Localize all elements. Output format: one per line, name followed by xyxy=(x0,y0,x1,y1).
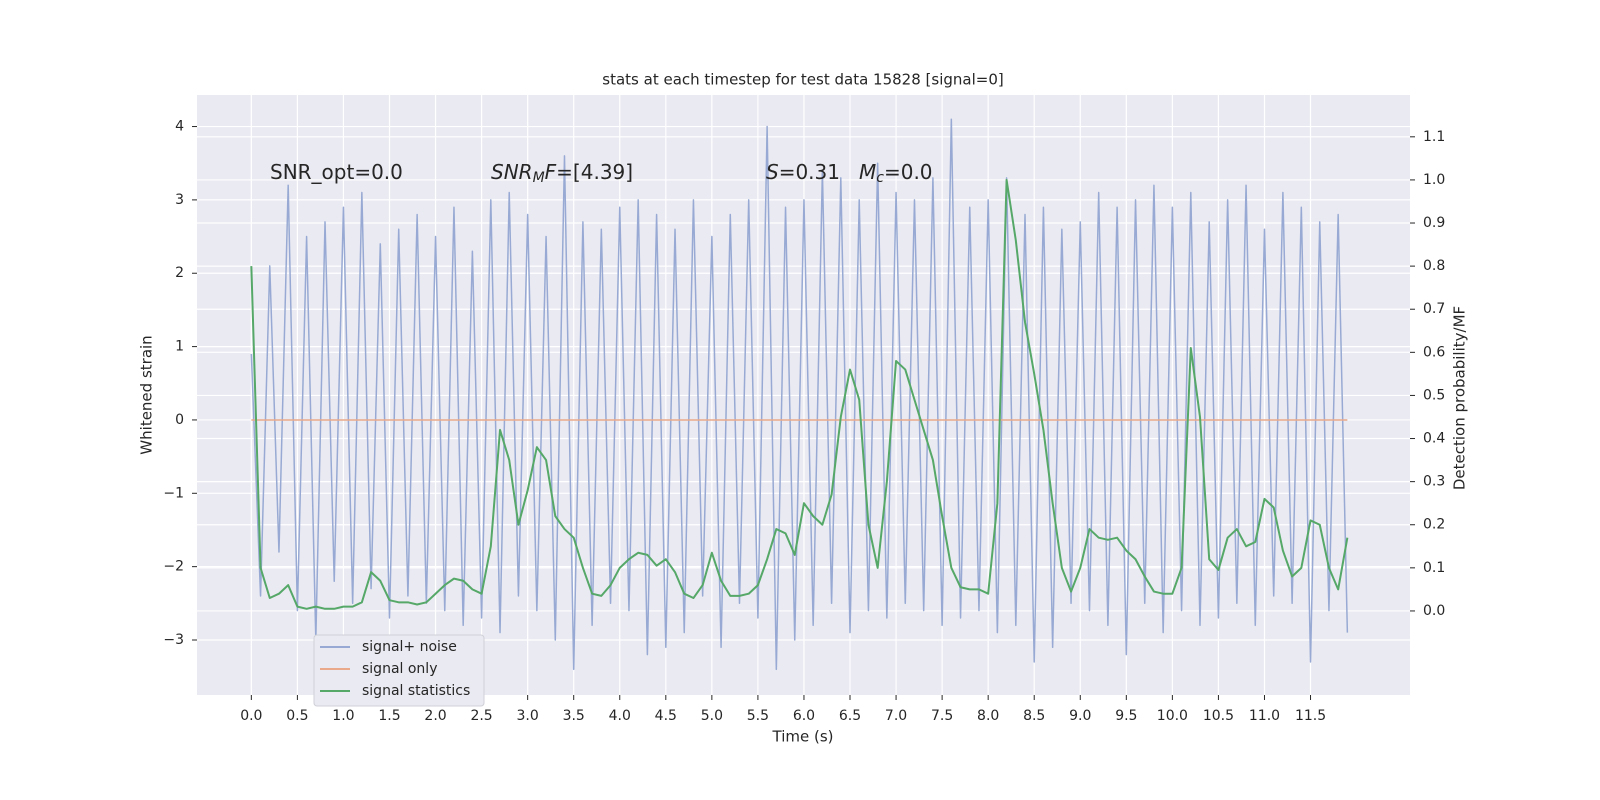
x-tick-label: 9.0 xyxy=(1069,708,1091,724)
x-tick-label: 0.5 xyxy=(286,708,308,724)
annotation-part: =0.0 xyxy=(884,160,933,184)
y2-tick-label: 0.1 xyxy=(1423,560,1445,576)
y-tick-label: 0 xyxy=(175,412,184,428)
x-tick-label: 4.5 xyxy=(655,708,677,724)
annotation-part: SNR_opt=0.0 xyxy=(270,160,403,184)
y2-tick-label: 1.1 xyxy=(1423,129,1445,145)
y-axis-label: Whitened strain xyxy=(138,335,156,454)
marks xyxy=(250,118,1349,671)
annotation-part: S xyxy=(766,160,779,184)
x-tick-label: 3.0 xyxy=(517,708,539,724)
x-tick-label: 3.5 xyxy=(563,708,585,724)
x-tick-label: 9.5 xyxy=(1115,708,1137,724)
x-tick-label: 0.0 xyxy=(240,708,262,724)
x-axis-label: Time (s) xyxy=(772,728,834,746)
annotation-part: F xyxy=(545,160,557,184)
x-tick-label: 2.0 xyxy=(424,708,446,724)
x-tick-label: 10.5 xyxy=(1203,708,1234,724)
series-line xyxy=(250,178,1349,610)
x-tick-label: 10.0 xyxy=(1157,708,1188,724)
annotation-part: M xyxy=(859,160,876,184)
x-tick-label: 6.5 xyxy=(839,708,861,724)
y2-tick-label: 0.9 xyxy=(1423,215,1445,231)
annotation: Mc=0.0 xyxy=(859,160,933,187)
legend-box xyxy=(313,634,485,707)
x-tick-label: 8.5 xyxy=(1023,708,1045,724)
x-tick-label: 1.0 xyxy=(332,708,354,724)
y2-tick-label: 0.2 xyxy=(1423,517,1445,533)
x-tick-label: 6.0 xyxy=(793,708,815,724)
y-tick-label: 2 xyxy=(175,265,184,281)
annotation: SNRMF=[4.39] xyxy=(491,160,633,187)
legend-label: signal statistics xyxy=(362,683,470,699)
annotation-part: =0.31 xyxy=(779,160,840,184)
x-tick-label: 5.0 xyxy=(701,708,723,724)
legend-label: signal only xyxy=(362,661,437,677)
y2-tick-label: 0.4 xyxy=(1423,431,1445,447)
y2-tick-label: 0.0 xyxy=(1423,603,1445,619)
x-tick-label: 5.5 xyxy=(747,708,769,724)
x-tick-label: 8.0 xyxy=(977,708,999,724)
x-tick-label: 7.0 xyxy=(885,708,907,724)
annotation-part: =[4.39] xyxy=(556,160,633,184)
annotation-part: M xyxy=(533,170,545,186)
y-tick-label: 4 xyxy=(175,119,184,135)
annotation: S=0.31 xyxy=(766,160,840,184)
x-tick-label: 11.5 xyxy=(1295,708,1326,724)
y2-tick-label: 0.3 xyxy=(1423,474,1445,490)
chart-title: stats at each timestep for test data 158… xyxy=(602,71,1003,89)
y-tick-label: −3 xyxy=(163,632,184,648)
y2-axis-label: Detection probability/MF xyxy=(1451,306,1469,490)
y-tick-label: −1 xyxy=(163,485,184,501)
annotation: SNR_opt=0.0 xyxy=(270,160,403,184)
annotation-part: SNR xyxy=(491,160,533,184)
x-tick-label: 11.0 xyxy=(1249,708,1280,724)
legend-label: signal+ noise xyxy=(362,639,457,655)
annotation-part: c xyxy=(876,170,884,186)
x-tick-label: 7.5 xyxy=(931,708,953,724)
y2-tick-label: 0.5 xyxy=(1423,387,1445,403)
y2-tick-label: 0.8 xyxy=(1423,258,1445,274)
y2-tick-label: 0.6 xyxy=(1423,344,1445,360)
y-tick-label: −2 xyxy=(163,559,184,575)
y-tick-label: 1 xyxy=(175,339,184,355)
y2-tick-label: 1.0 xyxy=(1423,172,1445,188)
x-tick-label: 4.0 xyxy=(609,708,631,724)
x-tick-label: 2.5 xyxy=(470,708,492,724)
y-tick-label: 3 xyxy=(175,192,184,208)
y2-tick-label: 0.7 xyxy=(1423,301,1445,317)
x-tick-label: 1.5 xyxy=(378,708,400,724)
